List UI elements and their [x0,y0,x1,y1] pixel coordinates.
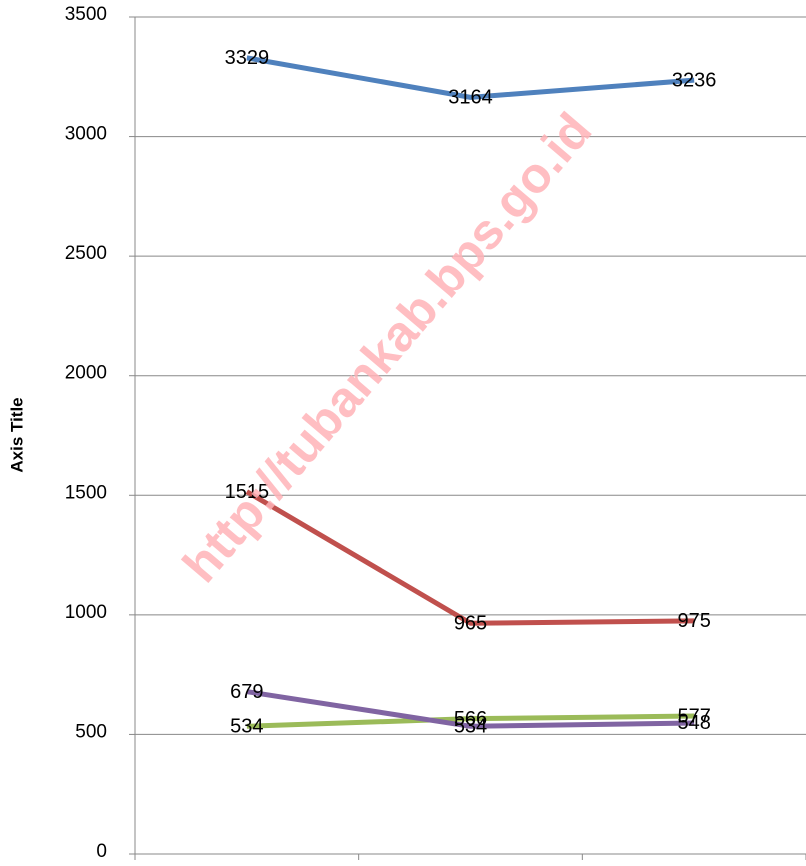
data-label: 975 [677,610,710,632]
y-axis-title: Axis Title [7,397,26,472]
data-label: 3329 [225,47,270,69]
data-label: 3236 [672,69,717,91]
series-line [245,489,695,626]
data-label: 577 [677,705,710,727]
y-tick-label: 3500 [65,4,107,25]
data-label: 3164 [448,87,493,109]
data-label: 534 [454,716,487,738]
data-label: 566 [454,708,487,730]
y-tick-label: 2500 [65,243,107,264]
y-tick-label: 1500 [65,482,107,503]
y-tick-label: 1000 [65,602,107,623]
series-line [246,713,695,729]
data-label: 548 [677,712,710,734]
data-label: 534 [230,716,263,738]
y-tick-label: 0 [96,841,107,861]
data-label: 1515 [225,481,270,503]
data-label: 965 [454,613,487,635]
series-line [246,55,695,100]
y-tick-label: 2000 [65,363,107,384]
watermark: http://tubankab.bps.go.id [172,102,602,592]
series-line [246,689,695,729]
y-tick-label: 3000 [65,124,107,145]
data-label: 679 [230,681,263,703]
y-tick-label: 500 [75,721,107,742]
